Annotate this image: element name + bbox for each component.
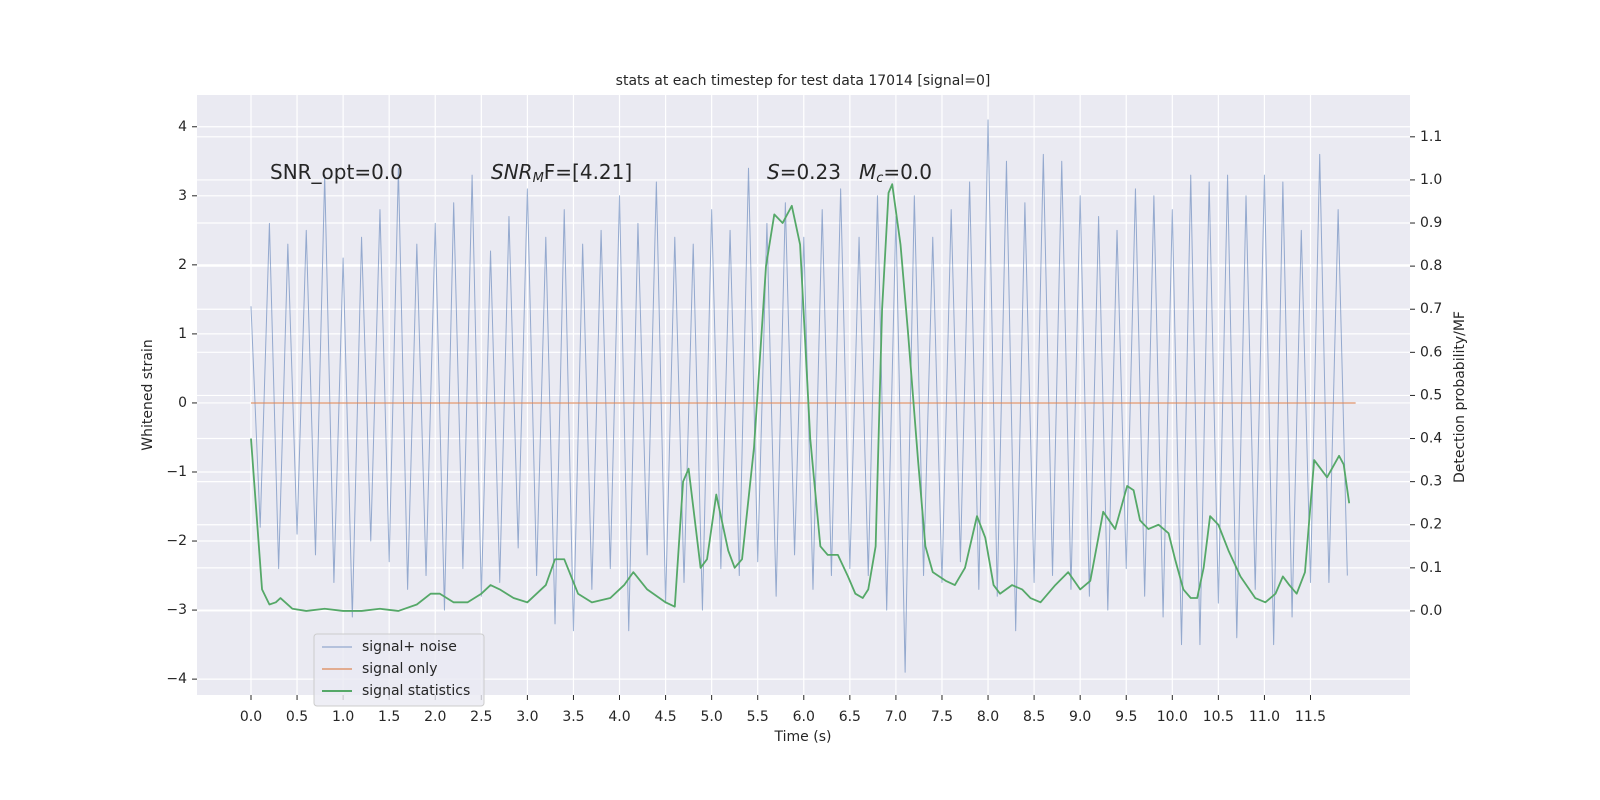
y-tick-label: 3: [178, 188, 187, 204]
x-tick-label: 1.0: [332, 709, 354, 725]
x-tick-label: 2.0: [424, 709, 446, 725]
x-tick-label: 5.0: [701, 709, 723, 725]
y-axis-label: Whitened strain: [140, 339, 156, 450]
annotation: S=0.23: [767, 160, 841, 184]
x-tick-label: 10.5: [1203, 709, 1234, 725]
x-tick-label: 11.5: [1295, 709, 1326, 725]
annotation-part: M: [859, 160, 876, 184]
x-tick-label: 0.5: [286, 709, 308, 725]
annotation-sub: c: [876, 171, 883, 186]
y2-tick-label: 0.4: [1420, 431, 1442, 447]
y-tick-label: 2: [178, 257, 187, 273]
legend: signal+ noise signal only signal statistic…: [313, 633, 485, 707]
y2-tick-label: 1.1: [1420, 129, 1442, 145]
x-tick-label: 8.5: [1023, 709, 1045, 725]
series-line: [250, 119, 1348, 673]
x-axis-label: Time (s): [774, 729, 832, 745]
y-tick-label: −1: [166, 464, 187, 480]
x-tick-label: 3.0: [516, 709, 538, 725]
x-tick-label: 9.0: [1069, 709, 1091, 725]
annotation: SNR_opt=0.0: [270, 160, 403, 184]
x-tick-label: 11.0: [1249, 709, 1280, 725]
x-tick-label: 2.5: [470, 709, 492, 725]
marks: SNR_opt=0.0 SNRMF=[4.21] S=0.23 Mc=0.0: [250, 119, 1356, 673]
annotation-part: S: [767, 160, 780, 184]
y2-tick-label: 1.0: [1420, 172, 1442, 188]
legend-label: signal only: [362, 661, 437, 677]
y-tick-label: −2: [166, 533, 187, 549]
legend-label: signal+ noise: [362, 639, 457, 655]
x-tick-label: 6.5: [839, 709, 861, 725]
x-tick-label: 7.0: [885, 709, 907, 725]
y2-tick-label: 0.1: [1420, 560, 1442, 576]
y2-tick-label: 0.7: [1420, 301, 1442, 317]
y2-tick-label: 0.6: [1420, 344, 1442, 360]
x-tick-label: 0.0: [240, 709, 262, 725]
y2-tick-label: 0.0: [1420, 603, 1442, 619]
x-tick-label: 10.0: [1157, 709, 1188, 725]
axes: 0.0 0.5 1.0 1.5 2.0 2.5 3.0 3.5 4.0 4.5 5.0 5.5 6.0 6…: [166, 119, 1442, 725]
annotation-part: SNR_opt=0.0: [270, 160, 403, 184]
x-tick-label: 4.0: [608, 709, 630, 725]
x-tick-label: 9.5: [1115, 709, 1137, 725]
x-tick-label: 1.5: [378, 709, 400, 725]
x-tick-label: 6.0: [793, 709, 815, 725]
x-tick-label: 5.5: [747, 709, 769, 725]
legend-label: signal statistics: [362, 683, 470, 699]
chart-title: stats at each timestep for test data 170…: [616, 73, 991, 89]
x-tick-label: 7.5: [931, 709, 953, 725]
legend-box: [313, 633, 485, 707]
annotation-part: =0.0: [883, 160, 932, 184]
annotation-part: F=[4.21]: [544, 160, 632, 184]
annotation: Mc=0.0: [859, 160, 932, 186]
annotation-part: =0.23: [780, 160, 841, 184]
x-tick-label: 4.5: [654, 709, 676, 725]
x-tick-label: 3.5: [562, 709, 584, 725]
y2-tick-label: 0.9: [1420, 215, 1442, 231]
y-tick-label: 4: [178, 119, 187, 135]
y-tick-label: −4: [166, 671, 187, 687]
y2-tick-label: 0.5: [1420, 387, 1442, 403]
y-tick-label: 0: [178, 395, 187, 411]
y2-tick-label: 0.3: [1420, 474, 1442, 490]
y-tick-label: −3: [166, 602, 187, 618]
y2-axis-label: Detection probability/MF: [1452, 311, 1468, 483]
annotation-part: SNR: [491, 160, 533, 184]
annotation: SNRMF=[4.21]: [491, 160, 632, 186]
x-tick-label: 8.0: [977, 709, 999, 725]
annotation-sub: M: [533, 171, 544, 186]
y2-tick-label: 0.8: [1420, 258, 1442, 274]
series-line: [250, 183, 1351, 612]
y-tick-label: 1: [178, 326, 187, 342]
y2-tick-label: 0.2: [1420, 517, 1442, 533]
